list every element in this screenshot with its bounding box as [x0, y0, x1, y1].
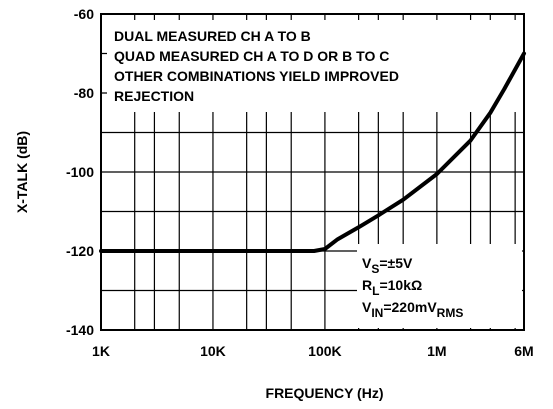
note-line-2: QUAD MEASURED CH A TO D OR B TO C [114, 48, 389, 64]
x-tick-label: 100K [308, 343, 341, 359]
annotation-notes: DUAL MEASURED CH A TO B QUAD MEASURED CH… [114, 28, 399, 104]
notes-background [107, 20, 523, 112]
condition-line: VIN=220mVRMS [362, 299, 463, 320]
plot-frame [100, 13, 525, 331]
x-tick-label: 6M [514, 343, 533, 359]
y-tick-labels: -60 -80 -100 -120 -140 [66, 6, 94, 338]
notes-box [107, 20, 523, 112]
y-tick-label: -60 [74, 6, 94, 22]
y-tick-label: -140 [66, 322, 94, 338]
note-line-1: DUAL MEASURED CH A TO B [114, 28, 311, 44]
y-tick-label: -120 [66, 243, 94, 259]
note-line-3: OTHER COMBINATIONS YIELD IMPROVED [114, 68, 399, 84]
condition-line: RL=10kΩ [362, 277, 422, 298]
x-tick-label: 1M [427, 343, 446, 359]
note-line-4: REJECTION [114, 88, 194, 104]
x-tick-labels: 1K 10K 100K 1M 6M [92, 343, 534, 359]
y-axis-title: X-TALK (dB) [14, 131, 30, 213]
x-tick-label: 10K [200, 343, 226, 359]
conditions-box [357, 244, 522, 328]
condition-line: VS=±5V [362, 255, 413, 276]
y-tick-label: -80 [74, 85, 94, 101]
y-tick-label: -100 [66, 164, 94, 180]
x-axis-title: FREQUENCY (Hz) [266, 385, 384, 401]
conditions-background [357, 244, 522, 328]
crosstalk-series-line [99, 51, 526, 253]
x-tick-label: 1K [92, 343, 110, 359]
